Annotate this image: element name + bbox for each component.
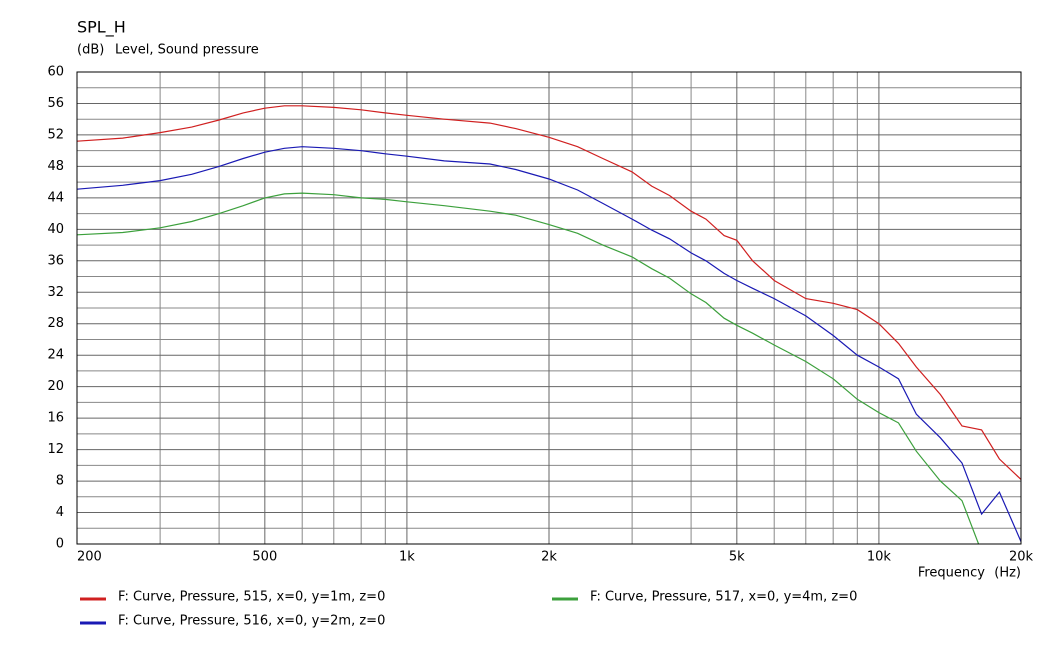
x-unit: (Hz)	[994, 566, 1021, 581]
chart-title: SPL_H	[77, 18, 126, 38]
x-tick-label: 20k	[1009, 550, 1034, 565]
y-tick-label: 48	[47, 159, 64, 174]
grid	[76, 71, 1022, 545]
legend-label: F: Curve, Pressure, 516, x=0, y=2m, z=0	[118, 614, 385, 629]
series-line	[77, 192, 980, 544]
y-tick-label: 8	[56, 474, 64, 489]
y-axis-label: Level, Sound pressure	[115, 43, 259, 58]
legend-label: F: Curve, Pressure, 515, x=0, y=1m, z=0	[118, 590, 385, 605]
series-line	[77, 146, 1021, 542]
x-tick-label: 500	[252, 550, 277, 565]
y-tick-label: 44	[47, 190, 64, 205]
plot-frame	[76, 71, 1022, 545]
y-tick-label: 56	[47, 96, 64, 111]
y-tick-label: 24	[47, 348, 64, 363]
y-tick-label: 60	[47, 65, 64, 80]
x-tick-label: 1k	[399, 550, 415, 565]
y-tick-label: 0	[56, 537, 64, 552]
y-tick-label: 40	[47, 222, 64, 237]
x-axis-label: Frequency	[918, 566, 985, 581]
x-tick-label: 200	[77, 550, 102, 565]
legend-label: F: Curve, Pressure, 517, x=0, y=4m, z=0	[590, 590, 857, 605]
x-tick-label: 10k	[867, 550, 892, 565]
y-tick-label: 36	[47, 253, 64, 268]
y-unit: (dB)	[77, 43, 104, 58]
y-tick-label: 16	[47, 411, 64, 426]
y-tick-label: 52	[47, 127, 64, 142]
y-tick-label: 12	[47, 442, 64, 457]
x-tick-label: 5k	[729, 550, 745, 565]
y-tick-label: 4	[56, 505, 64, 520]
y-tick-label: 28	[47, 316, 64, 331]
y-tick-label: 20	[47, 379, 64, 394]
x-tick-label: 2k	[541, 550, 557, 565]
plot	[77, 105, 1021, 544]
series-line	[77, 105, 1021, 480]
y-tick-label: 32	[47, 285, 64, 300]
